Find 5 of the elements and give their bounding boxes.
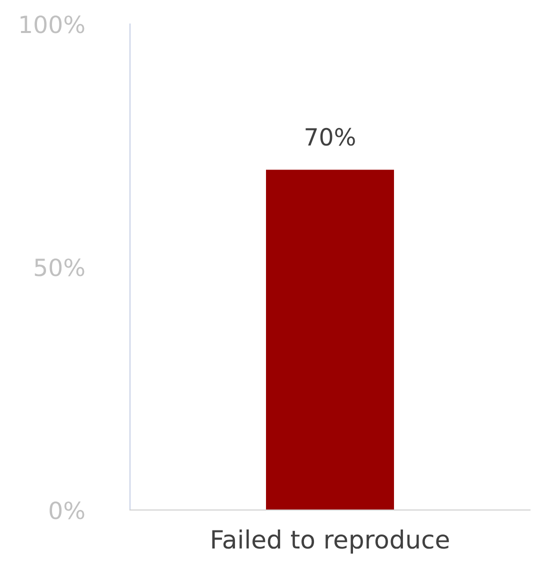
x-tick-label: Failed to reproduce (212, 529, 449, 554)
data-label: 70% (306, 128, 355, 146)
y-tick-label: 0% (50, 501, 84, 520)
y-tick-label: 100% (20, 15, 84, 34)
y-tick-label: 50% (34, 258, 84, 276)
